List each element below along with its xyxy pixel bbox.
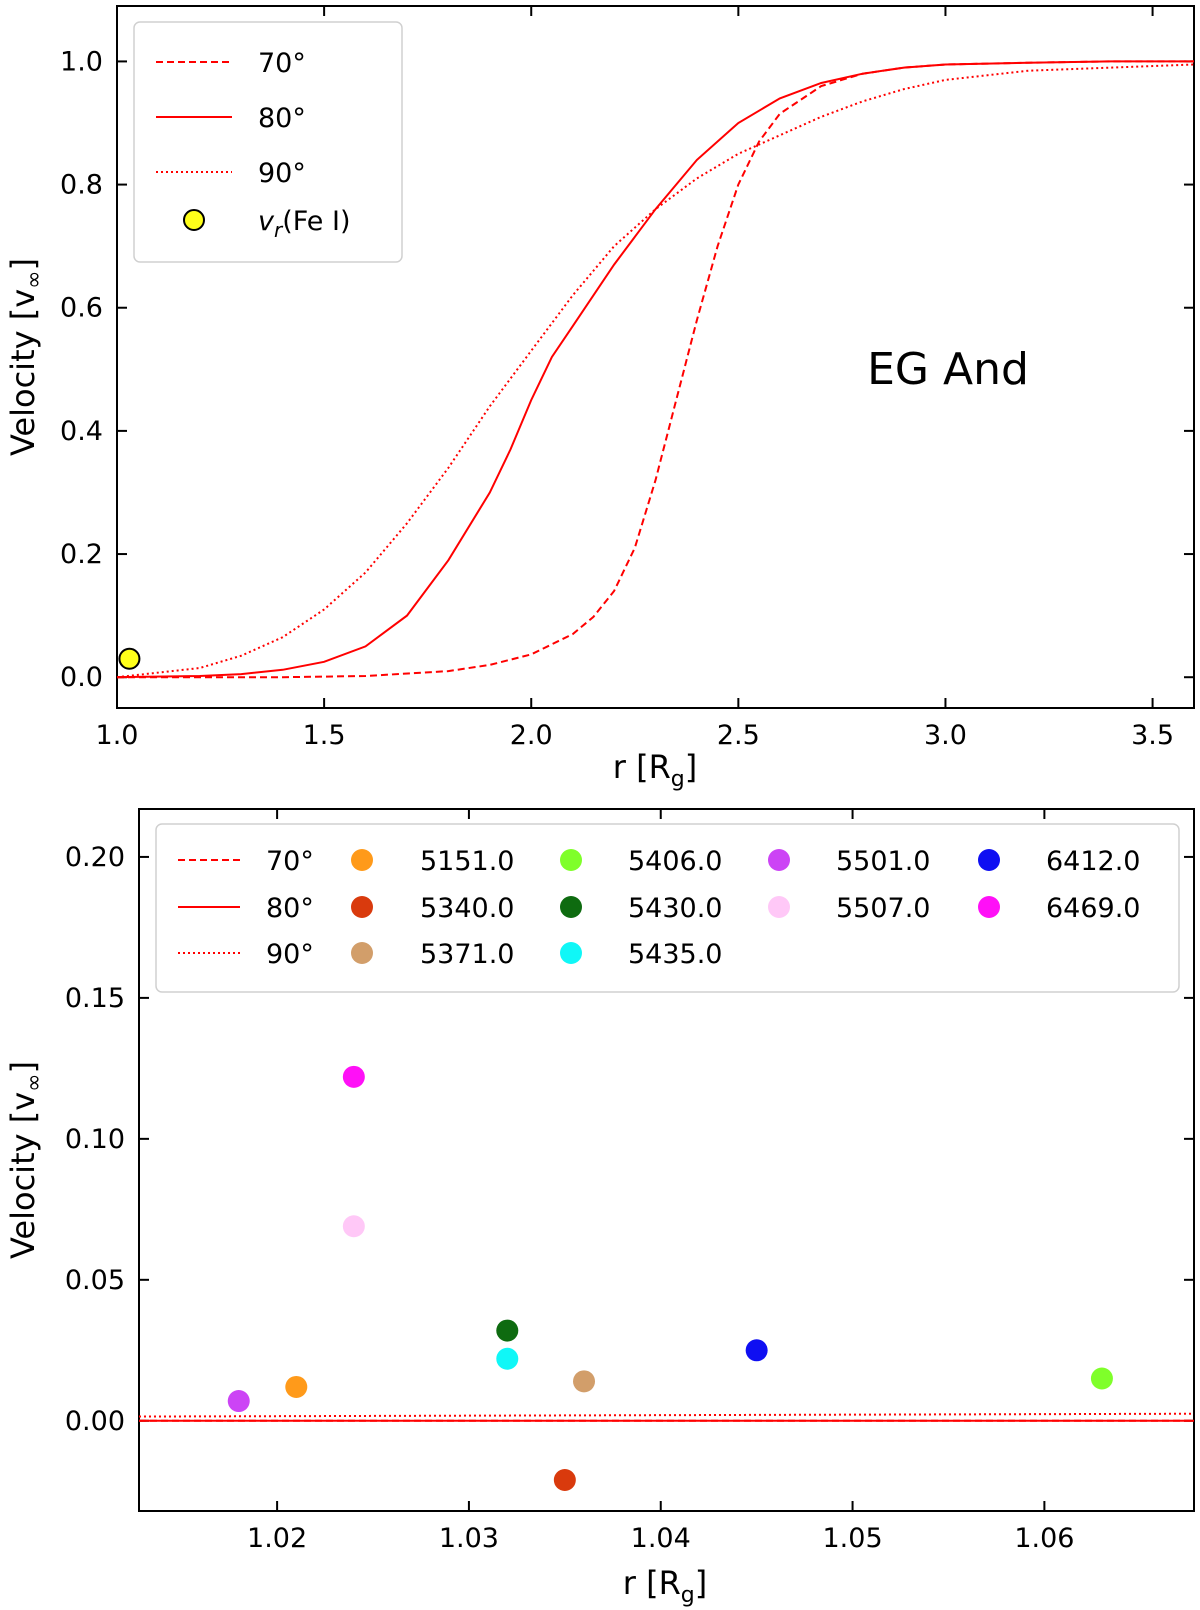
legend2-marker-5371 — [351, 942, 373, 964]
top-curves — [116, 60, 1195, 679]
bottom-ticks: 1.02 1.03 1.04 1.05 1.06 0.00 0.05 0.10 0.15 0.20 — [65, 809, 1194, 1554]
legend2-marker-5501 — [768, 849, 790, 871]
point-5435-0 — [496, 1347, 519, 1370]
point-5340-0 — [553, 1468, 576, 1491]
legend2-label-70: 70° — [266, 846, 314, 877]
point-5501-0 — [227, 1390, 250, 1413]
point-5406-0 — [1090, 1367, 1113, 1390]
legend2-marker-6412 — [978, 849, 1000, 871]
top-ytick-label: 0.2 — [60, 539, 103, 570]
bottom-xtick-label: 1.05 — [823, 1523, 883, 1554]
legend2-marker-5151 — [351, 849, 373, 871]
legend2-label-5406: 5406.0 — [628, 846, 722, 877]
bottom-model-lines — [138, 1412, 1195, 1422]
top-xtick-label: 1.0 — [96, 720, 139, 751]
bottom-points — [227, 1065, 1113, 1491]
top-xtick-label: 2.0 — [510, 720, 553, 751]
bottom-ytick-label: 0.10 — [65, 1124, 125, 1155]
curve-70deg — [117, 60, 1194, 679]
top-points — [118, 647, 141, 670]
top-xtick-label: 1.5 — [303, 720, 346, 751]
legend2-label-5340: 5340.0 — [420, 893, 514, 924]
bottom-ytick-label: 0.00 — [65, 1406, 125, 1437]
point-5430-0 — [496, 1319, 519, 1342]
point-5151-0 — [285, 1375, 308, 1398]
bottom-ytick-label: 0.05 — [65, 1265, 125, 1296]
legend-marker-fe — [183, 209, 205, 231]
legend2-label-6469: 6469.0 — [1046, 893, 1140, 924]
bottom-xtick-label: 1.03 — [439, 1523, 499, 1554]
top-x-axis-label: r [Rg] — [613, 748, 698, 792]
legend2-label-5430: 5430.0 — [628, 893, 722, 924]
model-line-90deg — [138, 1412, 1195, 1418]
top-xtick-label: 2.5 — [717, 720, 760, 751]
top-ticks: 1.0 1.5 2.0 2.5 3.0 3.5 0.0 0.2 0.4 0.6 0.8 1.0 — [60, 6, 1194, 751]
top-legend: 70° 80° 90° vr(Fe I) — [133, 21, 403, 263]
legend2-label-90: 90° — [266, 939, 314, 970]
top-ytick-label: 0.8 — [60, 170, 103, 201]
legend2-marker-5406 — [560, 849, 582, 871]
bottom-panel: 1.02 1.03 1.04 1.05 1.06 0.00 0.05 0.10 0.15 0.20… — [4, 808, 1195, 1608]
legend2-label-5501: 5501.0 — [836, 846, 930, 877]
legend2-marker-6469 — [978, 896, 1000, 918]
bottom-y-axis-label: Velocity [v∞] — [4, 1061, 47, 1259]
legend2-marker-5340 — [351, 896, 373, 918]
top-ytick-label: 0.4 — [60, 416, 103, 447]
legend2-label-5151: 5151.0 — [420, 846, 514, 877]
curve-90deg — [116, 63, 1195, 679]
legend2-marker-5435 — [560, 942, 582, 964]
top-annotation: EG And — [867, 344, 1029, 395]
legend2-label-5507: 5507.0 — [836, 893, 930, 924]
top-xtick-label: 3.0 — [924, 720, 967, 751]
bottom-legend-box — [155, 823, 1180, 993]
legend2-marker-5430 — [560, 896, 582, 918]
bottom-xtick-label: 1.04 — [631, 1523, 691, 1554]
point-fe-i — [118, 647, 141, 670]
top-xtick-label: 3.5 — [1131, 720, 1174, 751]
legend-label-90: 90° — [258, 158, 306, 189]
bottom-ytick-label: 0.15 — [65, 983, 125, 1014]
point-5371-0 — [573, 1370, 596, 1393]
legend2-label-5371: 5371.0 — [420, 939, 514, 970]
point-5507-0 — [342, 1215, 365, 1238]
legend-label-fe: vr(Fe I) — [258, 206, 351, 242]
point-6412-0 — [745, 1339, 768, 1362]
legend2-label-80: 80° — [266, 893, 314, 924]
curve-80deg — [116, 60, 1194, 679]
bottom-xtick-label: 1.06 — [1014, 1523, 1074, 1554]
top-panel: 1.0 1.5 2.0 2.5 3.0 3.5 0.0 0.2 0.4 0.6 0.8 1.0 EG … — [4, 5, 1195, 792]
bottom-x-axis-label: r [Rg] — [623, 1564, 708, 1608]
top-ytick-label: 1.0 — [60, 46, 103, 77]
bottom-xtick-label: 1.02 — [247, 1523, 307, 1554]
legend2-marker-5507 — [768, 896, 790, 918]
legend-label-80: 80° — [258, 103, 306, 134]
legend2-label-6412: 6412.0 — [1046, 846, 1140, 877]
legend2-label-5435: 5435.0 — [628, 939, 722, 970]
top-y-axis-label: Velocity [v∞] — [4, 258, 47, 456]
top-legend-box — [133, 21, 403, 263]
bottom-ytick-label: 0.20 — [65, 842, 125, 873]
point-6469-0 — [342, 1065, 365, 1088]
bottom-legend: 70° 80° 90° 5151.0 5340.0 5371.0 5406.0 … — [155, 823, 1180, 993]
legend-label-70: 70° — [258, 48, 306, 79]
top-ytick-label: 0.6 — [60, 293, 103, 324]
top-ytick-label: 0.0 — [60, 662, 103, 693]
